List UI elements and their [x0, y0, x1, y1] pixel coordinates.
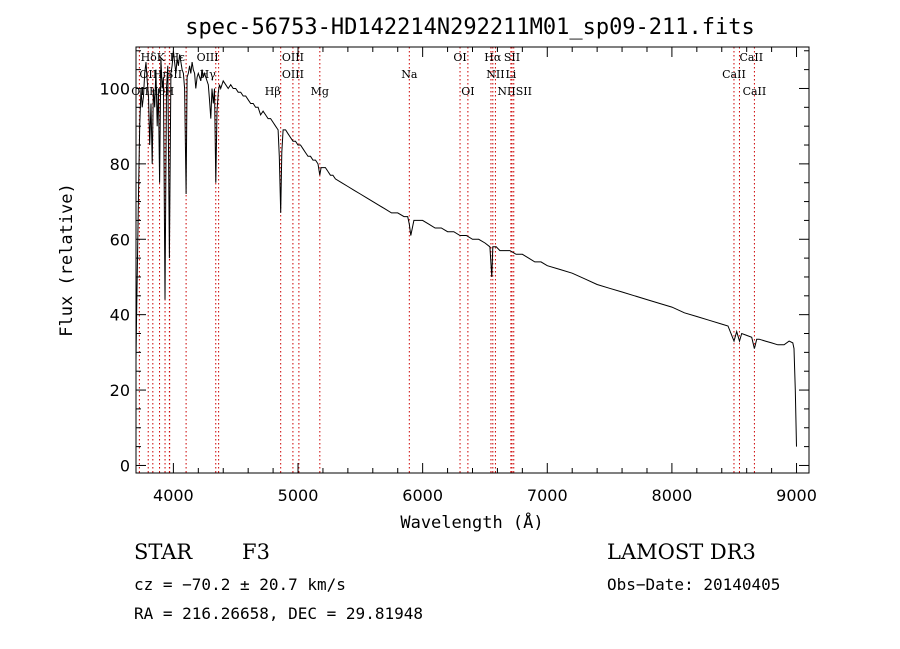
line-annotation: SII — [166, 68, 182, 81]
y-tick-label: 60 — [110, 230, 130, 249]
line-annotation: Mg — [311, 85, 329, 98]
line-annotation: Hγ — [200, 68, 217, 81]
coordinates: RA = 216.26658, DEC = 29.81948 — [134, 604, 423, 623]
redshift-readout: cz = −70.2 ± 20.7 km/s — [134, 575, 346, 594]
x-axis-ticks: 4000 5000 6000 7000 8000 9000 — [153, 47, 817, 505]
y-tick-label: 100 — [99, 79, 130, 98]
emission-line-markers — [138, 47, 755, 473]
x-tick-label: 4000 — [153, 486, 194, 505]
spectrum-series-line — [135, 50, 797, 447]
obs-date: Obs−Date: 20140405 — [607, 575, 781, 594]
line-annotation: HδK — [141, 51, 166, 64]
line-annotation: SII — [504, 51, 520, 64]
x-axis-label: Wavelength (Å) — [400, 511, 543, 533]
object-class: STAR — [134, 540, 193, 564]
line-annotation: OII — [139, 68, 157, 81]
plot-frame — [135, 46, 810, 474]
line-annotation: OIII — [282, 51, 304, 64]
line-annotation: Li — [505, 68, 516, 81]
line-annotation: CaII — [743, 85, 767, 98]
line-annotation: NII — [486, 68, 504, 81]
line-annotation: OI — [453, 51, 466, 64]
y-tick-label: 40 — [110, 306, 130, 325]
y-axis-label: Flux (relative) — [57, 183, 77, 337]
y-axis-ticks: 0 20 40 60 80 100 — [99, 50, 809, 475]
x-tick-label: 7000 — [527, 486, 568, 505]
line-annotation: H — [165, 85, 175, 98]
x-tick-label: 8000 — [652, 486, 693, 505]
line-annotation: Hα — [484, 51, 502, 64]
chart-title: spec-56753-HD142214N292211M01_sp09-211.f… — [185, 15, 755, 40]
line-annotation: NIISII — [497, 85, 532, 98]
line-annotation: Hβ — [265, 85, 281, 98]
line-annotation: CaII — [739, 51, 763, 64]
x-tick-label: 9000 — [776, 486, 817, 505]
y-tick-label: 0 — [120, 456, 130, 475]
line-annotation: OIII — [282, 68, 304, 81]
y-tick-label: 20 — [110, 381, 130, 400]
line-annotation: CaII — [722, 68, 746, 81]
x-tick-label: 6000 — [402, 486, 443, 505]
x-tick-label: 5000 — [278, 486, 319, 505]
line-annotation: Na — [401, 68, 418, 81]
line-annotation: OIII — [197, 51, 219, 64]
y-tick-label: 80 — [110, 155, 130, 174]
object-subclass: F3 — [242, 540, 270, 564]
line-annotation: OI — [461, 85, 474, 98]
survey-name: LAMOST DR3 — [607, 540, 756, 564]
